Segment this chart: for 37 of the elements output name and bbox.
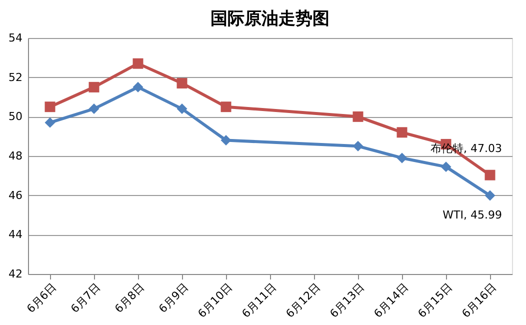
point — [396, 152, 408, 164]
x-tick-label: 6月8日 — [112, 280, 147, 316]
x-tick-label: 6月13日 — [327, 280, 367, 320]
point — [176, 104, 188, 114]
point — [440, 162, 452, 172]
point — [396, 127, 408, 138]
x-tick-label: 6月9日 — [156, 280, 191, 316]
x-tick-label: 6月15日 — [415, 280, 455, 320]
x-tick-label: 6月16日 — [459, 280, 499, 320]
x-tick-label: 6月6日 — [24, 280, 59, 316]
point — [44, 102, 56, 112]
x-tick-label: 6月7日 — [68, 280, 103, 316]
y-tick-label: 52 — [8, 70, 22, 84]
point — [132, 82, 144, 92]
y-tick-label: 48 — [8, 150, 22, 162]
point — [352, 140, 364, 152]
point — [352, 111, 364, 122]
x-tick-label: 6月10日 — [195, 280, 235, 320]
data-label: WTI, 45.99 — [442, 208, 502, 222]
point — [88, 104, 100, 114]
point — [132, 58, 144, 69]
point — [44, 117, 56, 128]
point — [220, 135, 232, 146]
point — [484, 190, 496, 201]
point — [176, 78, 188, 88]
y-tick-label: 50 — [8, 110, 22, 124]
x-tick-label: 6月12日 — [283, 280, 323, 320]
x-tick-label: 6月14日 — [371, 280, 411, 320]
y-tick-label: 46 — [8, 188, 22, 202]
point — [484, 170, 496, 180]
point — [88, 82, 100, 92]
y-tick-label: 42 — [8, 268, 22, 280]
x-tick-label: 6月11日 — [239, 280, 279, 320]
point — [220, 102, 232, 112]
y-tick-label: 54 — [8, 32, 22, 44]
y-tick-label: 44 — [8, 228, 22, 242]
chart-title: 国际原油走势图 — [210, 9, 330, 29]
